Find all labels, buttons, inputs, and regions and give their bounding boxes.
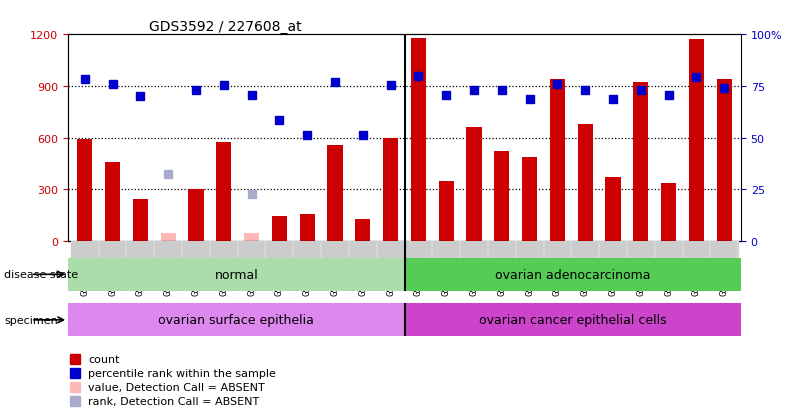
Bar <box>578 125 593 242</box>
Text: ovarian surface epithelia: ovarian surface epithelia <box>159 313 314 327</box>
Bar <box>68 258 405 291</box>
Bar <box>105 162 120 242</box>
Bar <box>439 181 454 242</box>
Bar <box>68 304 405 337</box>
Bar <box>355 219 370 242</box>
Text: value, Detection Call = ABSENT: value, Detection Call = ABSENT <box>88 382 265 392</box>
Bar <box>265 242 293 258</box>
Bar <box>349 242 376 258</box>
Bar <box>606 178 621 242</box>
Bar <box>272 217 287 242</box>
Bar <box>127 242 155 258</box>
Bar <box>182 242 210 258</box>
Bar <box>544 242 571 258</box>
Bar <box>238 242 265 258</box>
Bar <box>328 145 343 242</box>
Bar <box>321 242 349 258</box>
Bar <box>244 233 260 242</box>
Bar <box>405 242 433 258</box>
Bar <box>627 242 654 258</box>
Bar <box>293 242 321 258</box>
Bar <box>516 242 544 258</box>
Text: GDS3592 / 227608_at: GDS3592 / 227608_at <box>149 20 301 34</box>
Bar <box>682 242 710 258</box>
Bar <box>654 242 682 258</box>
Bar <box>599 242 627 258</box>
Text: ovarian cancer epithelial cells: ovarian cancer epithelial cells <box>479 313 666 327</box>
Bar <box>433 242 460 258</box>
Bar <box>99 242 127 258</box>
Bar <box>522 157 537 242</box>
Bar <box>160 233 176 242</box>
Bar <box>405 258 741 291</box>
Bar <box>210 242 238 258</box>
Bar <box>70 242 99 258</box>
Bar <box>300 214 315 242</box>
Text: rank, Detection Call = ABSENT: rank, Detection Call = ABSENT <box>88 396 260 406</box>
Bar <box>216 142 231 242</box>
Bar <box>633 83 649 242</box>
Bar <box>717 80 732 242</box>
Bar <box>571 242 599 258</box>
Bar <box>494 152 509 242</box>
Text: disease state: disease state <box>4 270 78 280</box>
Bar <box>188 190 203 242</box>
Bar <box>689 40 704 242</box>
Bar <box>405 304 741 337</box>
Bar <box>383 138 398 242</box>
Text: ovarian adenocarcinoma: ovarian adenocarcinoma <box>495 268 650 281</box>
Text: count: count <box>88 354 120 364</box>
Bar <box>133 199 148 242</box>
Bar <box>77 140 92 242</box>
Text: normal: normal <box>215 268 258 281</box>
Bar <box>488 242 516 258</box>
Bar <box>376 242 405 258</box>
Bar <box>155 242 182 258</box>
Text: specimen: specimen <box>4 315 58 325</box>
Bar <box>466 128 481 242</box>
Bar <box>411 38 426 242</box>
Bar <box>460 242 488 258</box>
Bar <box>549 80 565 242</box>
Bar <box>661 183 676 242</box>
Bar <box>710 242 739 258</box>
Text: percentile rank within the sample: percentile rank within the sample <box>88 368 276 378</box>
